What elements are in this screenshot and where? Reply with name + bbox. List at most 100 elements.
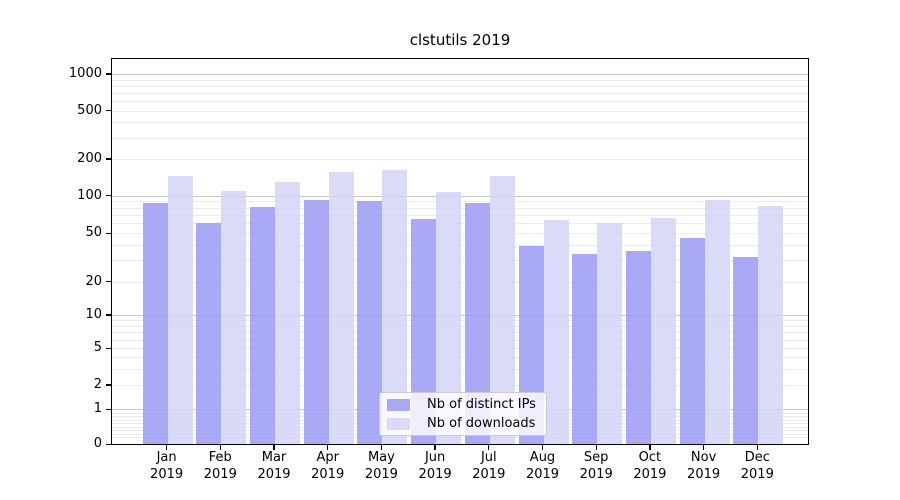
bar-distinct-ips-sep [572, 253, 598, 444]
gridline-minor [112, 122, 808, 124]
gridline-minor [112, 85, 808, 87]
y-tick-label: 100 [77, 187, 102, 203]
x-tick-mark [165, 444, 168, 450]
x-tick-month: Oct [638, 450, 662, 465]
y-tick-label: 200 [77, 151, 102, 167]
bar-downloads-oct [650, 218, 676, 444]
x-tick-year: 2019 [418, 466, 452, 482]
legend-item: Nb of downloads [380, 416, 546, 431]
y-tick-mark [105, 408, 112, 410]
x-tick-year: 2019 [687, 466, 721, 482]
x-tick-month: Aug [529, 450, 556, 465]
x-tick-label: Jul 2019 [457, 450, 521, 483]
x-tick-label: Jun 2019 [403, 450, 467, 483]
x-tick-label: May 2019 [349, 450, 413, 483]
y-tick-mark [105, 73, 112, 75]
legend: Nb of distinct IPs Nb of downloads [379, 392, 547, 436]
x-tick-mark [541, 444, 544, 450]
bar-downloads-nov [704, 200, 730, 444]
x-tick-year: 2019 [257, 466, 291, 482]
x-tick-month: Jan [156, 450, 177, 465]
x-tick-mark [595, 444, 597, 450]
x-tick-month: Apr [316, 450, 339, 465]
x-tick-year: 2019 [740, 466, 774, 482]
y-tick-mark [105, 314, 112, 316]
y-tick-mark [105, 280, 112, 283]
y-tick-label: 5 [93, 340, 102, 356]
bar-downloads-mar [275, 182, 300, 444]
y-tick-label: 1 [93, 401, 102, 417]
x-tick-month: Sep [583, 450, 609, 465]
bar-distinct-ips-mar [250, 207, 275, 444]
x-tick-year: 2019 [525, 466, 560, 482]
x-tick-month: Feb [208, 450, 232, 465]
x-tick-mark [756, 444, 758, 450]
bar-downloads-jan [167, 176, 193, 444]
x-tick-label: Feb 2019 [188, 450, 252, 483]
bar-downloads-aug [543, 219, 569, 444]
bar-distinct-ips-jan [142, 202, 168, 444]
x-tick-year: 2019 [633, 466, 667, 482]
legend-swatch [387, 398, 410, 411]
x-tick-month: Jun [424, 450, 446, 465]
x-tick-label: Aug 2019 [511, 450, 575, 483]
x-tick-month: Nov [690, 450, 717, 465]
y-tick-label: 2 [93, 377, 102, 392]
y-tick-mark [105, 109, 112, 112]
gridline-major [112, 74, 808, 75]
plot-area [112, 59, 808, 444]
y-tick-label: 20 [85, 273, 102, 289]
y-tick-mark [105, 158, 112, 160]
x-tick-label: Mar 2019 [242, 450, 306, 483]
bar-distinct-ips-may [357, 201, 383, 444]
x-tick-mark [649, 444, 651, 450]
x-tick-mark [380, 444, 383, 450]
x-tick-year: 2019 [579, 466, 613, 482]
legend-swatch [387, 417, 410, 430]
bar-distinct-ips-apr [303, 200, 329, 444]
gridline-minor [112, 92, 808, 94]
x-tick-label: Sep 2019 [564, 450, 628, 483]
bar-downloads-feb [221, 190, 247, 444]
x-tick-mark [327, 444, 329, 450]
y-tick-mark [105, 232, 112, 234]
bar-distinct-ips-feb [196, 222, 222, 444]
y-tick-mark [105, 443, 112, 445]
y-tick-label: 0 [93, 436, 102, 452]
chart-title: clstutils 2019 [409, 31, 511, 49]
gridline-minor [112, 100, 808, 102]
x-tick-mark [702, 444, 705, 450]
bar-downloads-dec [758, 205, 784, 444]
y-tick-label: 500 [77, 102, 102, 118]
x-tick-label: Dec 2019 [725, 450, 789, 483]
x-tick-label: Oct 2019 [618, 450, 682, 483]
x-tick-year: 2019 [364, 466, 398, 482]
x-tick-mark [219, 444, 221, 450]
gridline-minor [112, 159, 808, 161]
bar-distinct-ips-oct [625, 250, 651, 444]
x-tick-year: 2019 [203, 466, 237, 482]
x-tick-month: Mar [261, 450, 287, 465]
x-tick-mark [488, 444, 490, 450]
y-tick-mark [105, 384, 112, 386]
y-tick-mark [105, 195, 112, 197]
x-tick-label: Apr 2019 [296, 450, 360, 483]
gridline-minor [112, 137, 808, 139]
x-tick-month: Jul [480, 450, 497, 465]
bar-downloads-apr [328, 172, 354, 444]
legend-label: Nb of distinct IPs [427, 397, 536, 412]
y-tick-mark [105, 347, 112, 349]
gridline-minor [112, 79, 808, 81]
x-tick-mark [434, 444, 436, 450]
x-tick-year: 2019 [150, 466, 184, 482]
y-tick-label: 50 [85, 225, 102, 241]
bar-distinct-ips-nov [679, 237, 705, 444]
x-tick-mark [273, 444, 275, 450]
x-tick-year: 2019 [472, 466, 506, 482]
x-tick-year: 2019 [311, 466, 345, 482]
bar-distinct-ips-dec [733, 256, 759, 444]
bar-downloads-sep [597, 222, 623, 444]
legend-item: Nb of distinct IPs [380, 397, 546, 412]
y-tick-label: 1000 [68, 66, 102, 81]
